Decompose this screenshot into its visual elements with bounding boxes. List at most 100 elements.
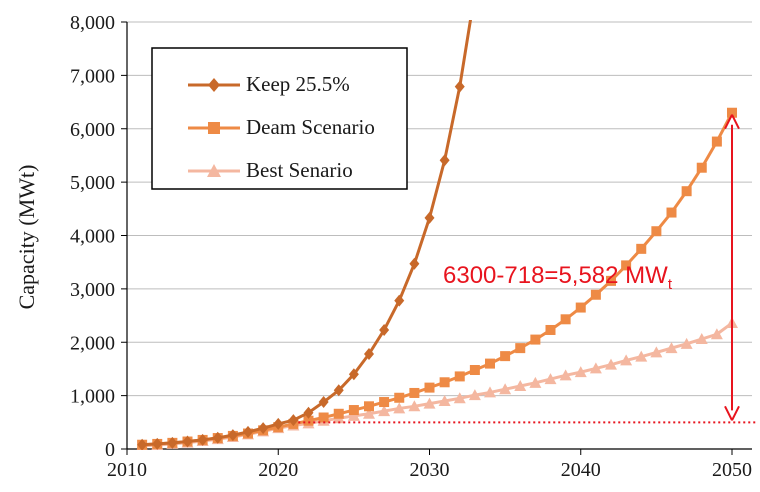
data-point [394,392,405,403]
data-point [227,429,238,442]
data-point [438,394,451,406]
y-tick-label: 1,000 [70,386,115,408]
data-point [695,333,708,345]
data-point [727,107,737,118]
data-point [468,389,481,401]
data-point [318,412,329,423]
data-point [408,400,421,412]
data-point [423,397,436,409]
data-point [152,437,163,450]
data-point [318,396,329,409]
data-point [394,294,405,307]
data-point [484,386,496,398]
data-point [364,347,374,360]
legend-item-best: Best Senario [188,158,353,182]
data-point [590,289,601,300]
data-point [303,406,314,419]
data-point [499,383,512,395]
data-point [137,438,148,450]
y-tick-label: 6,000 [70,119,115,141]
y-tick-label: 4,000 [70,226,115,248]
data-point [333,408,344,419]
difference-subscript: t [668,276,673,293]
y-tick-label: 3,000 [70,279,115,301]
data-point [530,334,541,345]
data-point [575,302,586,313]
x-tick-labels: 2010 2020 2030 2040 2050 [107,459,752,481]
data-point [620,354,633,366]
arrow-head-top [724,114,740,130]
y-axis-label: Capacity (MWt) [14,165,39,310]
data-point [167,436,178,449]
data-point [379,397,390,408]
legend-item-keep: Keep 25.5% [188,72,350,96]
data-point [453,392,466,404]
data-point [424,382,435,393]
data-point [605,358,617,370]
difference-annotation: 6300-718=5,582 MWt [443,262,673,293]
x-tick-label: 2020 [258,459,298,481]
data-point [606,275,616,286]
data-point [574,366,587,378]
legend-label-keep: Keep 25.5% [246,72,350,96]
data-point [207,164,221,177]
data-point [514,380,527,392]
data-point [258,422,269,435]
data-point [621,260,632,271]
data-point [182,435,193,448]
x-tick-label: 2050 [712,459,752,481]
data-point [273,417,284,430]
data-point [710,328,723,340]
legend-item-deam: Deam Scenario [188,115,375,139]
y-tick-label: 7,000 [70,65,115,87]
data-point [681,186,692,197]
data-point [208,78,220,92]
data-point [650,346,663,358]
data-point [243,425,253,438]
data-point [303,415,314,426]
data-point [651,226,662,237]
data-point [636,243,647,254]
data-point [348,405,359,416]
legend-marker-keep [188,78,240,92]
data-point [424,211,435,224]
data-point [666,207,677,218]
data-point [409,387,420,398]
legend-marker-best [188,164,240,177]
difference-label: 6300-718=5,582 MW [443,262,668,289]
data-point [379,323,390,336]
data-point [665,342,678,354]
data-point [363,407,375,419]
legend-box [151,47,408,190]
data-point [485,358,495,369]
x-tick-label: 2010 [107,459,147,481]
legend: Keep 25.5% Deam Scenario Best Senario [151,47,408,190]
y-tick-label: 5,000 [70,172,115,194]
data-point [559,369,572,381]
data-point [378,405,391,417]
data-point [439,377,450,388]
data-point [545,324,556,335]
data-point [288,414,299,427]
arrow-head-bottom [724,405,740,421]
data-point [696,162,707,173]
legend-marker-deam [188,122,240,134]
y-tick-labels: 0 1,000 2,000 3,000 4,000 5,000 6,000 7,000 8,00… [70,12,115,461]
data-point [347,409,360,421]
data-point [208,122,220,134]
data-point [212,431,223,444]
x-tick-label: 2040 [561,459,601,481]
series-diamond [137,20,472,450]
data-point [197,433,208,446]
y-tick-label: 0 [105,439,115,461]
data-point [454,371,465,382]
axes [126,22,752,455]
data-point [680,337,693,349]
legend-label-best: Best Senario [246,158,353,182]
y-tick-label: 8,000 [70,12,115,34]
data-point [348,368,359,381]
data-point [469,365,480,376]
x-tick-label: 2030 [410,459,450,481]
data-point [500,351,511,362]
